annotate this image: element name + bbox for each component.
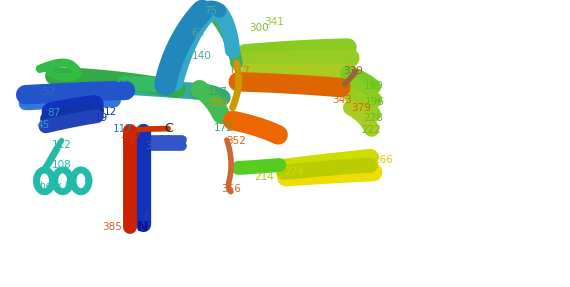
Text: 37: 37 [145, 141, 159, 151]
Text: 172: 172 [214, 123, 234, 133]
Text: 108: 108 [52, 160, 71, 170]
Text: 399: 399 [208, 98, 227, 108]
Text: 379: 379 [351, 103, 370, 113]
Text: 52: 52 [42, 87, 55, 97]
Text: 12: 12 [103, 107, 117, 117]
Text: 300: 300 [249, 23, 268, 33]
Text: 189: 189 [364, 81, 383, 90]
Text: N: N [137, 220, 148, 234]
Text: 6: 6 [144, 212, 150, 222]
Text: 356: 356 [221, 185, 241, 194]
Text: 343: 343 [332, 96, 352, 105]
Text: 214: 214 [254, 172, 274, 181]
Text: 140: 140 [192, 51, 211, 61]
Text: 385: 385 [103, 222, 122, 232]
Text: 274: 274 [284, 167, 304, 177]
Text: 151: 151 [42, 64, 61, 74]
Text: 45: 45 [36, 120, 50, 130]
Text: 112: 112 [52, 140, 71, 150]
Text: 341: 341 [264, 17, 283, 26]
Text: C: C [164, 122, 173, 135]
Text: 339: 339 [344, 66, 363, 76]
Text: 26: 26 [158, 135, 172, 145]
Text: 127: 127 [208, 87, 227, 97]
Text: 352: 352 [227, 136, 246, 146]
Text: 196: 196 [365, 97, 384, 107]
Text: 207: 207 [235, 164, 255, 174]
Text: 222: 222 [362, 125, 381, 135]
Text: 266: 266 [373, 155, 393, 165]
Text: 87: 87 [47, 108, 61, 118]
Text: 228: 228 [363, 113, 382, 123]
Text: 19: 19 [95, 113, 108, 123]
Text: 164: 164 [115, 74, 134, 84]
Text: 617: 617 [231, 66, 250, 76]
Text: 390: 390 [120, 131, 140, 140]
Text: 75: 75 [204, 7, 218, 16]
Text: 117: 117 [113, 124, 132, 134]
Text: helix I: helix I [40, 181, 68, 191]
Text: 63: 63 [192, 28, 205, 38]
